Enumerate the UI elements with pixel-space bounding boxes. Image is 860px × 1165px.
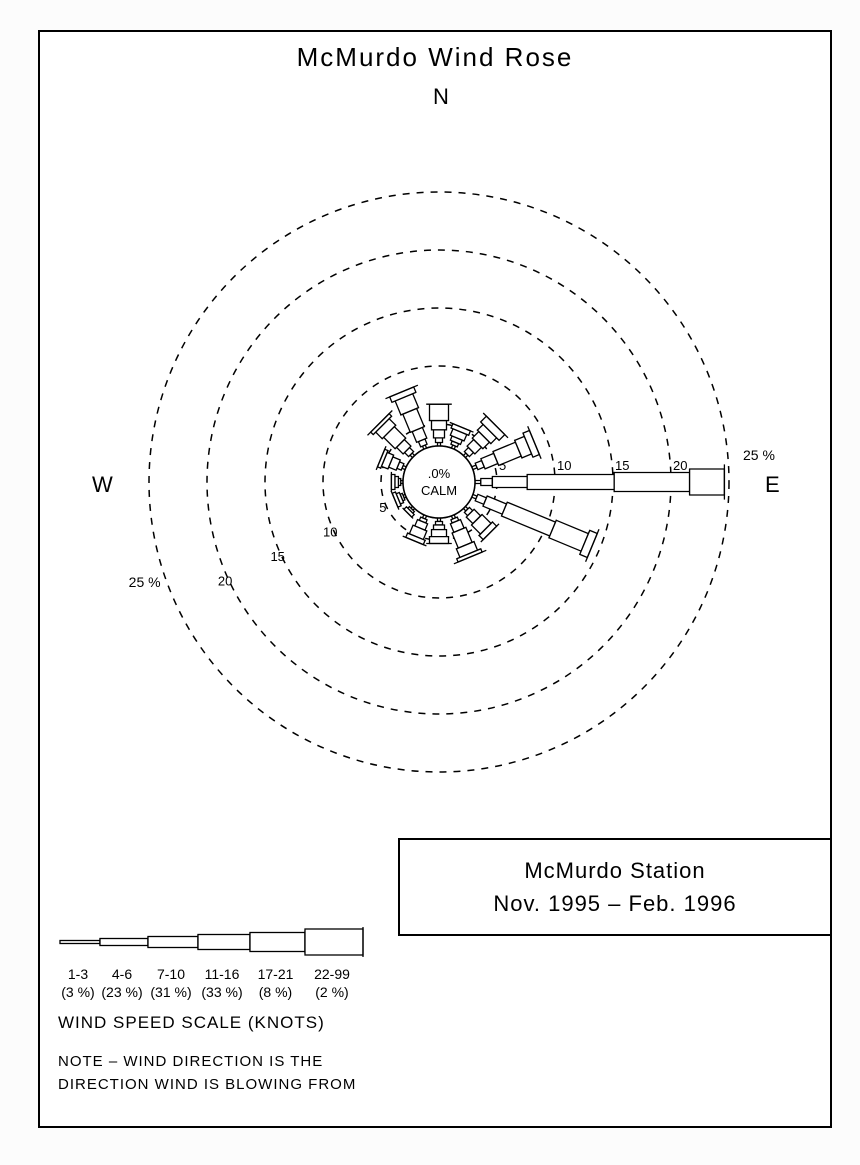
- wind-direction-note: NOTE – WIND DIRECTION IS THE DIRECTION W…: [58, 1051, 478, 1096]
- speed-bin-label: 4-6(23 %): [98, 966, 146, 1001]
- note-line-2: DIRECTION WIND IS BLOWING FROM: [58, 1074, 478, 1097]
- svg-text:10: 10: [557, 458, 571, 473]
- speed-scale-caption: WIND SPEED SCALE (KNOTS): [58, 1013, 478, 1033]
- speed-scale-legend: 1-3(3 %)4-6(23 %)7-10(31 %)11-16(33 %)17…: [58, 920, 478, 1096]
- speed-scale-labels: 1-3(3 %)4-6(23 %)7-10(31 %)11-16(33 %)17…: [58, 966, 478, 1001]
- compass-n: N: [433, 84, 449, 110]
- svg-text:CALM: CALM: [421, 483, 457, 498]
- speed-bin-label: 22-99(2 %): [303, 966, 361, 1001]
- compass-w: W: [92, 472, 113, 498]
- svg-text:15: 15: [270, 549, 284, 564]
- svg-text:10: 10: [323, 525, 337, 540]
- speed-bin-label: 11-16(33 %): [196, 966, 248, 1001]
- speed-bin-label: 7-10(31 %): [146, 966, 196, 1001]
- note-line-1: NOTE – WIND DIRECTION IS THE: [58, 1051, 478, 1074]
- station-dates: Nov. 1995 – Feb. 1996: [410, 887, 820, 920]
- chart-frame: McMurdo Wind Rose .0%CALM510152025 %5101…: [38, 30, 832, 1128]
- svg-text:15: 15: [615, 458, 629, 473]
- svg-text:20: 20: [673, 458, 687, 473]
- svg-text:25 %: 25 %: [743, 447, 775, 463]
- station-name: McMurdo Station: [410, 854, 820, 887]
- speed-bin-label: 1-3(3 %): [58, 966, 98, 1001]
- svg-text:25 %: 25 %: [129, 574, 161, 590]
- speed-bin-label: 17-21(8 %): [248, 966, 303, 1001]
- svg-text:5: 5: [379, 500, 386, 515]
- svg-text:.0%: .0%: [428, 466, 451, 481]
- speed-scale-graphic: [58, 920, 418, 960]
- compass-e: E: [765, 472, 780, 498]
- svg-text:20: 20: [218, 574, 232, 589]
